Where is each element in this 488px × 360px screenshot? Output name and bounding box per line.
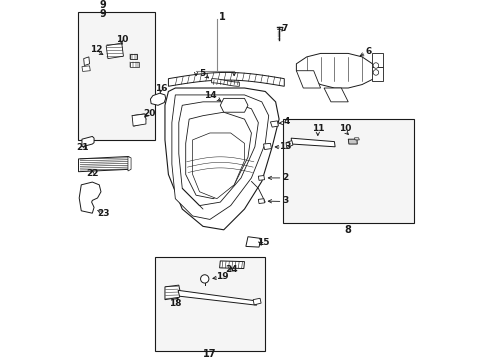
Polygon shape (285, 140, 292, 148)
Text: 9: 9 (99, 9, 106, 19)
Circle shape (372, 63, 378, 68)
Polygon shape (79, 182, 101, 213)
Polygon shape (253, 298, 261, 305)
Text: 7: 7 (281, 24, 287, 33)
Circle shape (372, 70, 378, 75)
Bar (282, 119, 413, 223)
Polygon shape (185, 112, 251, 199)
Polygon shape (82, 136, 94, 147)
Polygon shape (347, 139, 357, 144)
Text: 5: 5 (199, 69, 205, 78)
Polygon shape (129, 62, 139, 67)
Polygon shape (270, 121, 278, 127)
Polygon shape (258, 176, 264, 180)
Polygon shape (178, 290, 256, 305)
Polygon shape (372, 67, 382, 81)
Polygon shape (164, 88, 279, 230)
Text: 1: 1 (218, 12, 225, 22)
Polygon shape (258, 199, 264, 203)
Polygon shape (245, 237, 261, 247)
Text: 12: 12 (89, 45, 102, 54)
Text: 22: 22 (86, 169, 99, 178)
Polygon shape (164, 285, 180, 300)
Polygon shape (263, 143, 271, 149)
Text: 3: 3 (282, 196, 288, 205)
Text: 4: 4 (283, 117, 289, 126)
Text: 17: 17 (203, 349, 216, 359)
Text: 2: 2 (282, 173, 288, 182)
Polygon shape (290, 138, 334, 147)
Polygon shape (211, 79, 239, 86)
Text: 20: 20 (143, 109, 155, 118)
Text: 13: 13 (279, 142, 291, 151)
Circle shape (200, 275, 208, 283)
Polygon shape (192, 133, 244, 199)
Polygon shape (82, 66, 90, 71)
Polygon shape (324, 88, 347, 102)
Polygon shape (171, 95, 268, 220)
Polygon shape (106, 43, 123, 59)
Text: 10: 10 (116, 35, 128, 44)
Polygon shape (79, 157, 130, 172)
Polygon shape (296, 53, 375, 88)
Text: 6: 6 (365, 47, 371, 56)
Polygon shape (129, 54, 137, 59)
Text: 21: 21 (76, 143, 89, 152)
Polygon shape (179, 102, 258, 206)
Text: 10: 10 (338, 124, 350, 133)
Polygon shape (219, 261, 244, 269)
Polygon shape (128, 157, 131, 171)
Text: 23: 23 (97, 209, 109, 218)
Text: 8: 8 (344, 225, 351, 235)
Text: 15: 15 (257, 238, 269, 247)
Polygon shape (168, 72, 284, 86)
Text: 19: 19 (215, 272, 228, 281)
Polygon shape (354, 138, 359, 140)
Polygon shape (83, 57, 89, 66)
Polygon shape (150, 93, 165, 105)
Polygon shape (220, 98, 247, 112)
Polygon shape (296, 71, 320, 88)
Bar (79, 12, 154, 140)
Polygon shape (372, 53, 382, 67)
Text: 16: 16 (155, 84, 167, 93)
Text: 9: 9 (99, 0, 106, 10)
Bar (154, 257, 264, 351)
Polygon shape (132, 114, 145, 126)
Text: 14: 14 (203, 91, 216, 100)
Text: 24: 24 (224, 265, 237, 274)
Text: 11: 11 (311, 124, 324, 133)
Text: 18: 18 (169, 299, 181, 308)
